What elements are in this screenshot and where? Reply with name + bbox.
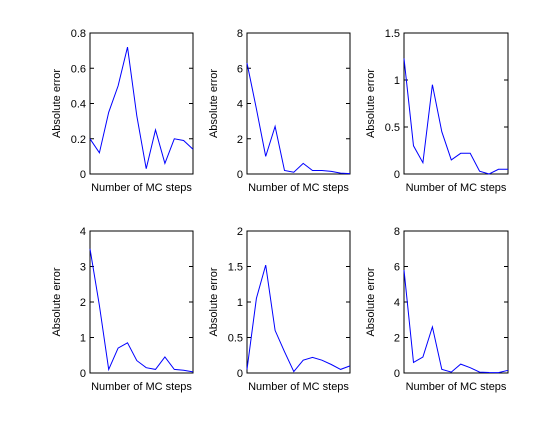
y-tick-label: 6 bbox=[237, 63, 243, 75]
axes-frame bbox=[89, 230, 194, 374]
y-tick-label: 0 bbox=[394, 169, 400, 181]
y-tick-label: 2 bbox=[394, 333, 400, 345]
series-line bbox=[89, 248, 194, 373]
axes-frame bbox=[89, 32, 194, 175]
y-tick-label: 2 bbox=[237, 226, 243, 238]
y-tick-label: 0 bbox=[80, 169, 86, 181]
subplot-2: 0 2 4 6 8 Number of MC steps Absolute error bbox=[208, 28, 351, 194]
y-tick-label: 0.2 bbox=[71, 134, 86, 146]
subplot-6: 0 2 4 6 8 Number of MC steps Absolute error bbox=[365, 226, 509, 393]
y-tick-label: 0.6 bbox=[71, 63, 86, 75]
y-tick-label: 0.5 bbox=[385, 122, 400, 134]
x-axis-label: Number of MC steps bbox=[248, 182, 349, 194]
y-tick-label: 3 bbox=[80, 262, 86, 274]
series-line bbox=[89, 46, 194, 169]
subplot-5: 0 0.5 1 1.5 2 Number of MC steps Absolute erro… bbox=[208, 226, 351, 393]
x-axis-label: Number of MC steps bbox=[406, 182, 507, 194]
series-line bbox=[403, 270, 509, 374]
series-line bbox=[403, 58, 508, 175]
y-tick-label: 1 bbox=[394, 75, 400, 87]
y-tick-label: 8 bbox=[237, 28, 243, 40]
subplot-4: 0 1 2 3 4 Number of MC steps Absolute error bbox=[51, 226, 194, 393]
y-tick-label: 1.5 bbox=[385, 28, 400, 40]
y-axis-label: Absolute error bbox=[208, 267, 220, 336]
y-axis-label: Absolute error bbox=[51, 267, 63, 336]
x-axis-label: Number of MC steps bbox=[91, 182, 192, 194]
y-axis-label: Absolute error bbox=[51, 69, 63, 138]
y-tick-label: 0 bbox=[394, 368, 400, 380]
y-tick-label: 1 bbox=[237, 297, 243, 309]
y-tick-label: 0.4 bbox=[71, 99, 86, 111]
subplot-3: 0 0.5 1 1.5 Number of MC steps Absolute error bbox=[365, 28, 509, 194]
series-line bbox=[246, 62, 351, 175]
y-tick-label: 0 bbox=[80, 368, 86, 380]
series-line bbox=[246, 264, 351, 373]
x-axis-label: Number of MC steps bbox=[406, 381, 507, 393]
axes-frame bbox=[246, 230, 351, 374]
y-tick-label: 0.8 bbox=[71, 28, 86, 40]
y-axis-label: Absolute error bbox=[208, 69, 220, 138]
y-axis-label: Absolute error bbox=[365, 69, 377, 138]
x-axis-label: Number of MC steps bbox=[248, 381, 349, 393]
y-tick-label: 2 bbox=[80, 297, 86, 309]
y-tick-label: 2 bbox=[237, 134, 243, 146]
y-tick-label: 1.5 bbox=[228, 262, 243, 274]
y-tick-label: 1 bbox=[80, 333, 86, 345]
axes-frame bbox=[403, 230, 509, 374]
y-tick-label: 4 bbox=[394, 297, 400, 309]
axes-frame bbox=[246, 32, 351, 175]
axes-frame bbox=[403, 32, 509, 175]
y-tick-label: 4 bbox=[80, 226, 86, 238]
y-tick-label: 6 bbox=[394, 262, 400, 274]
y-tick-label: 0 bbox=[237, 368, 243, 380]
y-tick-label: 4 bbox=[237, 99, 243, 111]
y-axis-label: Absolute error bbox=[365, 267, 377, 336]
y-tick-label: 8 bbox=[394, 226, 400, 238]
x-axis-label: Number of MC steps bbox=[91, 381, 192, 393]
y-tick-label: 0.5 bbox=[228, 333, 243, 345]
subplot-1: 0 0.2 0.4 0.6 0.8 Number of MC steps Absolute … bbox=[51, 28, 194, 194]
y-tick-label: 0 bbox=[237, 169, 243, 181]
